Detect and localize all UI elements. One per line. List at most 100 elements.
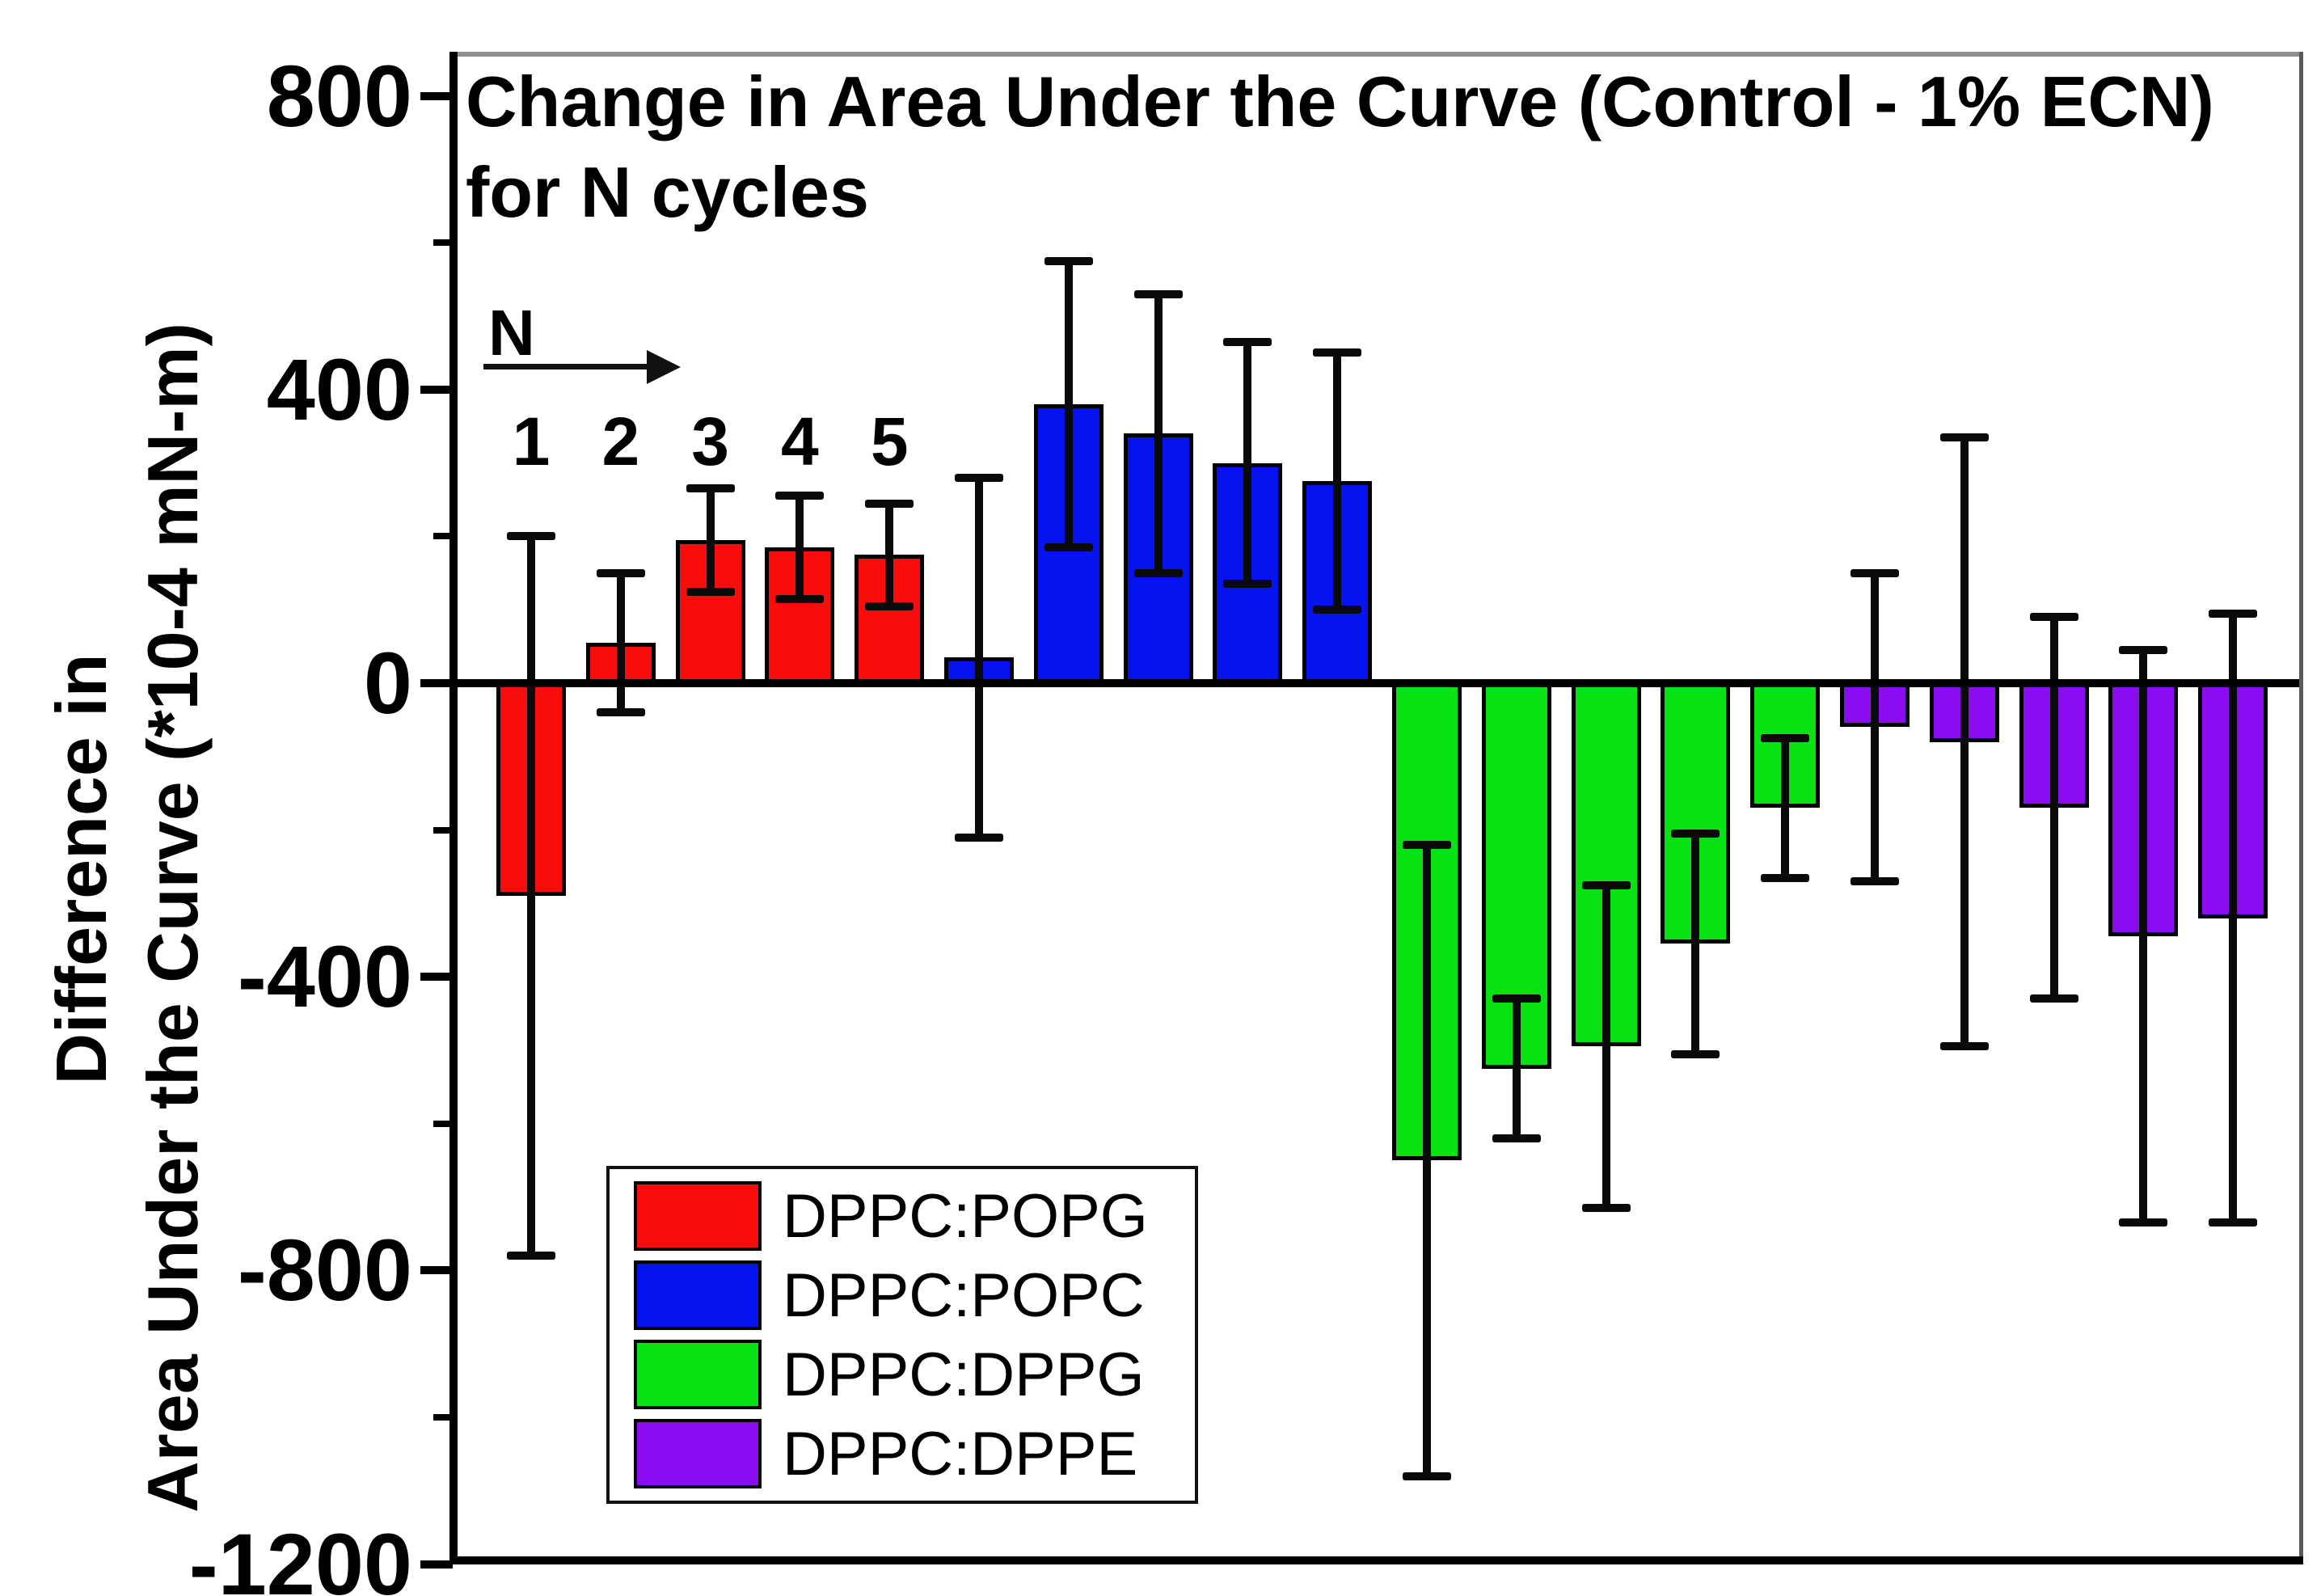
error-bar-cap-bottom bbox=[1761, 873, 1810, 882]
error-bar-cap-bottom bbox=[1133, 568, 1183, 577]
legend-label: DPPC:POPC bbox=[783, 1260, 1145, 1330]
error-bar-stem bbox=[2049, 617, 2058, 999]
y-axis-major-tick bbox=[420, 679, 453, 687]
y-axis-tick-label: -400 bbox=[237, 927, 412, 1026]
error-bar-cap-bottom bbox=[507, 1252, 555, 1260]
error-bar-cap-top bbox=[1761, 734, 1810, 743]
cycle-number-2: 2 bbox=[601, 403, 640, 479]
y-axis-major-tick bbox=[420, 973, 453, 982]
y-axis-label-line1: Difference in bbox=[41, 653, 121, 1085]
legend-swatch-purple bbox=[634, 1419, 762, 1488]
cycle-number-3: 3 bbox=[691, 403, 729, 479]
error-bar-cap-top bbox=[1581, 880, 1631, 889]
x-axis-line bbox=[449, 1556, 2303, 1564]
error-bar-cap-bottom bbox=[2119, 1218, 2168, 1227]
y-axis-minor-tick bbox=[433, 533, 453, 540]
error-bar-stem bbox=[885, 503, 894, 606]
error-bar-cap-bottom bbox=[1403, 1471, 1451, 1480]
error-bar-cap-bottom bbox=[596, 708, 645, 717]
error-bar-cap-bottom bbox=[1671, 1049, 1720, 1058]
error-bar-cap-top bbox=[2119, 646, 2168, 655]
error-bar-cap-bottom bbox=[2029, 994, 2078, 1003]
y-axis-major-tick bbox=[420, 1560, 453, 1569]
error-bar-cap-top bbox=[1939, 433, 1989, 441]
error-bar-cap-top bbox=[596, 568, 645, 577]
error-bar-stem bbox=[1243, 341, 1252, 585]
error-bar-cap-bottom bbox=[955, 833, 1003, 842]
error-bar-cap-top bbox=[2209, 609, 2258, 618]
error-bar-cap-top bbox=[1492, 994, 1541, 1003]
y-axis-tick-label: 400 bbox=[266, 340, 412, 438]
y-axis-tick-label: -800 bbox=[237, 1221, 412, 1319]
error-bar-cap-bottom bbox=[1223, 580, 1272, 589]
legend-label: DPPC:DPPG bbox=[783, 1340, 1145, 1409]
error-bar-stem bbox=[1691, 834, 1700, 1054]
cycle-number-5: 5 bbox=[870, 403, 909, 479]
n-arrow-icon bbox=[483, 364, 652, 369]
legend-item-dppc-dppg: DPPC:DPPG bbox=[634, 1339, 1187, 1410]
error-bar-cap-top bbox=[507, 532, 555, 541]
zero-line bbox=[453, 679, 2303, 687]
error-bar-cap-bottom bbox=[775, 594, 825, 603]
cycle-number-1: 1 bbox=[512, 403, 551, 479]
cycle-number-4: 4 bbox=[781, 403, 819, 479]
y-axis-tick-label: 800 bbox=[266, 46, 412, 145]
legend-item-dppc-dppe: DPPC:DPPE bbox=[634, 1418, 1187, 1489]
legend-item-dppc-popg: DPPC:POPG bbox=[634, 1180, 1187, 1252]
error-bar-cap-top bbox=[686, 484, 735, 493]
y-axis-major-tick bbox=[420, 1266, 453, 1275]
error-bar-cap-bottom bbox=[1044, 543, 1093, 552]
error-bar-stem bbox=[527, 536, 535, 1256]
chart-title: Change in Area Under the Curve (Control … bbox=[466, 57, 2214, 238]
error-bar-stem bbox=[1871, 572, 1879, 882]
error-bar-cap-top bbox=[955, 473, 1003, 482]
error-bar-stem bbox=[1423, 844, 1431, 1476]
legend-label: DPPC:DPPE bbox=[783, 1419, 1138, 1488]
plot-border-top bbox=[449, 52, 2303, 57]
error-bar-cap-bottom bbox=[686, 587, 735, 596]
y-axis-minor-tick bbox=[433, 1120, 453, 1127]
y-axis-major-tick bbox=[420, 385, 453, 394]
error-bar-stem bbox=[1781, 738, 1790, 878]
error-bar-cap-top bbox=[1671, 830, 1720, 838]
error-bar-cap-top bbox=[1403, 840, 1451, 849]
y-axis-minor-tick bbox=[433, 1414, 453, 1421]
legend-swatch-blue bbox=[634, 1260, 762, 1330]
error-bar-cap-top bbox=[775, 492, 825, 500]
error-bar-stem bbox=[2229, 613, 2238, 1223]
legend-swatch-green bbox=[634, 1340, 762, 1409]
error-bar-stem bbox=[1064, 260, 1073, 547]
n-annotation-label: N bbox=[488, 297, 535, 369]
legend-item-dppc-popc: DPPC:POPC bbox=[634, 1260, 1187, 1331]
y-axis-line bbox=[449, 52, 458, 1564]
error-bar-stem bbox=[1154, 293, 1163, 573]
error-bar-stem bbox=[1601, 885, 1610, 1209]
error-bar-cap-bottom bbox=[1939, 1042, 1989, 1051]
error-bar-stem bbox=[1960, 437, 1969, 1047]
error-bar-stem bbox=[795, 496, 804, 599]
error-bar-cap-bottom bbox=[865, 602, 914, 610]
error-bar-stem bbox=[1512, 999, 1521, 1138]
y-axis-tick-label: 0 bbox=[363, 634, 412, 732]
error-bar-cap-top bbox=[1223, 337, 1272, 346]
error-bar-cap-top bbox=[2029, 613, 2078, 622]
y-axis-minor-tick bbox=[433, 826, 453, 834]
y-axis-tick-label: -1200 bbox=[188, 1514, 412, 1596]
error-bar-stem bbox=[616, 572, 625, 713]
error-bar-cap-bottom bbox=[1581, 1204, 1631, 1213]
error-bar-cap-bottom bbox=[1492, 1134, 1541, 1142]
error-bar-stem bbox=[1333, 353, 1342, 610]
error-bar-stem bbox=[975, 477, 983, 838]
n-arrow-head-icon bbox=[647, 350, 681, 384]
y-axis-major-tick bbox=[420, 91, 453, 100]
error-bar-cap-bottom bbox=[2209, 1218, 2258, 1227]
error-bar-stem bbox=[2139, 650, 2148, 1223]
error-bar-cap-bottom bbox=[1850, 877, 1899, 886]
chart-title-line1: Change in Area Under the Curve (Control … bbox=[466, 61, 2214, 141]
error-bar-stem bbox=[706, 488, 715, 592]
chart-title-line2: for N cycles bbox=[466, 152, 869, 232]
legend-swatch-red bbox=[634, 1181, 762, 1251]
plot-border-right bbox=[2299, 52, 2303, 1564]
error-bar-cap-top bbox=[865, 499, 914, 508]
